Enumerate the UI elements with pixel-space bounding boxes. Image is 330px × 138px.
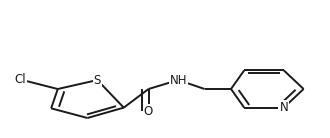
Text: N: N: [280, 101, 288, 114]
Text: Cl: Cl: [14, 73, 26, 86]
Text: S: S: [94, 74, 101, 87]
Text: NH: NH: [169, 74, 187, 87]
Text: O: O: [144, 105, 153, 118]
